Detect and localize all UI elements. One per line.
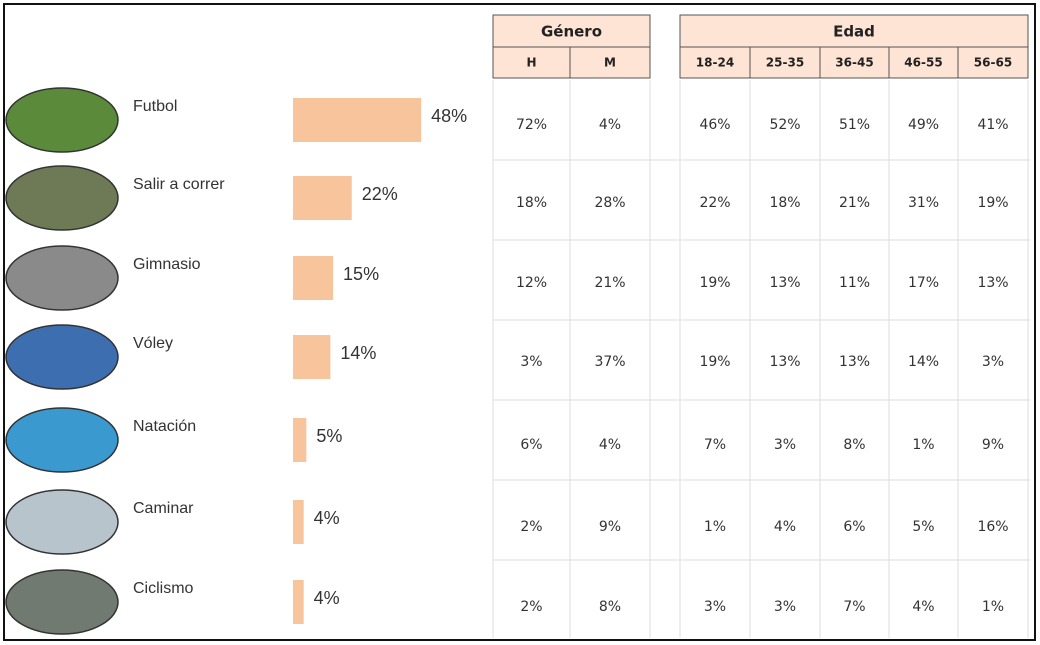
bar-label: 22% (362, 184, 398, 204)
table-cell: 12% (516, 275, 547, 291)
table-cell: 31% (908, 195, 939, 211)
bar (293, 580, 304, 624)
infographic: Futbol 48% Salir a correr 22% Gimnasio 15% Vól… (0, 0, 1040, 645)
table-cell: 13% (769, 354, 800, 370)
photo (6, 325, 118, 389)
table-cell: 52% (769, 117, 800, 133)
sport-name: Natación (133, 418, 196, 435)
table-cell: 7% (843, 599, 865, 615)
table-cell: 2% (520, 599, 542, 615)
table-cell: 14% (908, 354, 939, 370)
table-cell: 5% (912, 519, 934, 535)
photo (6, 490, 118, 554)
bar (293, 500, 304, 544)
column-label: 18-24 (696, 56, 734, 70)
bar (293, 176, 352, 220)
table-cell: 18% (769, 195, 800, 211)
table-cell: 6% (843, 519, 865, 535)
table-cell: 21% (839, 195, 870, 211)
table-cell: 13% (839, 354, 870, 370)
table-cell: 3% (520, 354, 542, 370)
table-cell: 9% (599, 519, 621, 535)
bar (293, 256, 333, 300)
table-cell: 19% (699, 275, 730, 291)
table-cell: 16% (977, 519, 1008, 535)
bar-label: 5% (316, 426, 342, 446)
sport-name: Vóley (133, 335, 173, 352)
table-cell: 49% (908, 117, 939, 133)
bar (293, 98, 421, 142)
table-cell: 17% (908, 275, 939, 291)
table-cell: 41% (977, 117, 1008, 133)
table-cell: 3% (774, 599, 796, 615)
table-cell: 11% (839, 275, 870, 291)
table-cell: 37% (594, 354, 625, 370)
column-label: 46-55 (904, 56, 942, 70)
sport-name: Salir a correr (133, 176, 225, 193)
bar-label: 14% (340, 343, 376, 363)
table-cell: 4% (599, 437, 621, 453)
group-label: Edad (833, 23, 875, 41)
table-cell: 21% (594, 275, 625, 291)
bar (293, 418, 306, 462)
photo (6, 246, 118, 310)
column-label: M (604, 56, 616, 70)
table-cell: 19% (977, 195, 1008, 211)
photo (6, 570, 118, 634)
table-cell: 3% (982, 354, 1004, 370)
table-cell: 46% (699, 117, 730, 133)
column-label: 36-45 (835, 56, 873, 70)
table-cell: 7% (704, 437, 726, 453)
table-cell: 51% (839, 117, 870, 133)
table-cell: 19% (699, 354, 730, 370)
table-cell: 13% (977, 275, 1008, 291)
table-cell: 72% (516, 117, 547, 133)
sport-name: Ciclismo (133, 580, 194, 597)
table-cell: 4% (912, 599, 934, 615)
table-cell: 2% (520, 519, 542, 535)
bar-label: 48% (431, 106, 467, 126)
sport-name: Caminar (133, 500, 194, 517)
column-label: 25-35 (766, 56, 804, 70)
table-cell: 1% (912, 437, 934, 453)
photo (6, 166, 118, 230)
group-label: Género (541, 23, 602, 41)
table-cell: 8% (843, 437, 865, 453)
table-cell: 22% (699, 195, 730, 211)
sport-name: Gimnasio (133, 256, 201, 273)
bar-label: 4% (314, 588, 340, 608)
table-cell: 28% (594, 195, 625, 211)
bar-label: 4% (314, 508, 340, 528)
table-cell: 4% (774, 519, 796, 535)
bar (293, 335, 330, 379)
table-cell: 4% (599, 117, 621, 133)
column-label: H (526, 56, 536, 70)
table-cell: 1% (704, 519, 726, 535)
sport-name: Futbol (133, 98, 177, 115)
column-label: 56-65 (974, 56, 1012, 70)
table-cell: 3% (704, 599, 726, 615)
photo (6, 88, 118, 152)
table-cell: 6% (520, 437, 542, 453)
photo (6, 408, 118, 472)
table-cell: 8% (599, 599, 621, 615)
table-cell: 18% (516, 195, 547, 211)
bar-label: 15% (343, 264, 379, 284)
table-cell: 3% (774, 437, 796, 453)
table-cell: 13% (769, 275, 800, 291)
table-cell: 9% (982, 437, 1004, 453)
table-cell: 1% (982, 599, 1004, 615)
